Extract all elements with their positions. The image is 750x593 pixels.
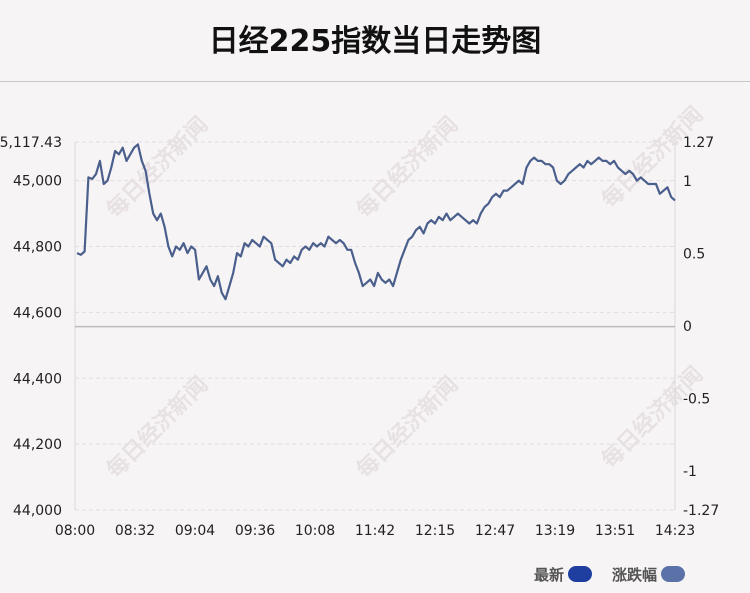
x-tick-label: 13:51 [595, 523, 635, 539]
x-tick-label: 10:08 [295, 523, 335, 539]
y-left-tick-label: 44,600 [13, 305, 62, 321]
x-tick-label: 12:47 [475, 523, 515, 539]
x-tick-label: 13:19 [535, 523, 575, 539]
x-tick-label: 12:15 [415, 523, 455, 539]
y-right-tick-label: 1.27 [683, 135, 714, 151]
x-tick-label: 09:04 [175, 523, 215, 539]
x-tick-label: 08:00 [55, 523, 95, 539]
x-tick-label: 14:23 [655, 523, 695, 539]
y-right-tick-label: 0 [683, 319, 692, 335]
series-line-nikkei225 [76, 143, 676, 301]
y-right-tick-label: -1 [683, 464, 697, 480]
x-tick-label: 08:32 [115, 523, 155, 539]
title-divider [0, 81, 750, 82]
x-tick-label: 09:36 [235, 523, 275, 539]
y-left-tick-label: 44,400 [13, 371, 62, 387]
y-left-tick-label: 44,800 [13, 240, 62, 256]
legend-label-change: 涨跌幅 [612, 565, 658, 584]
y-left-tick-label: 44,000 [13, 503, 62, 519]
legend-swatch-latest [568, 566, 593, 582]
legend-swatch-change [661, 566, 686, 582]
y-right-tick-label: -1.27 [683, 503, 719, 519]
chart-title: 日经225指数当日走势图 [208, 24, 542, 59]
y-left-tick-label: 44,200 [13, 437, 62, 453]
y-left-tick-label: 45,000 [13, 174, 62, 190]
y-right-tick-label: 1 [683, 174, 692, 190]
x-tick-label: 11:42 [355, 523, 395, 539]
legend: 最新 涨跌幅 [534, 563, 686, 585]
y-right-tick-label: -0.5 [683, 391, 710, 407]
y-right-tick-label: 0.5 [683, 247, 705, 263]
legend-label-latest: 最新 [534, 565, 565, 584]
y-left-tick-label: 45,117.43 [0, 135, 62, 151]
